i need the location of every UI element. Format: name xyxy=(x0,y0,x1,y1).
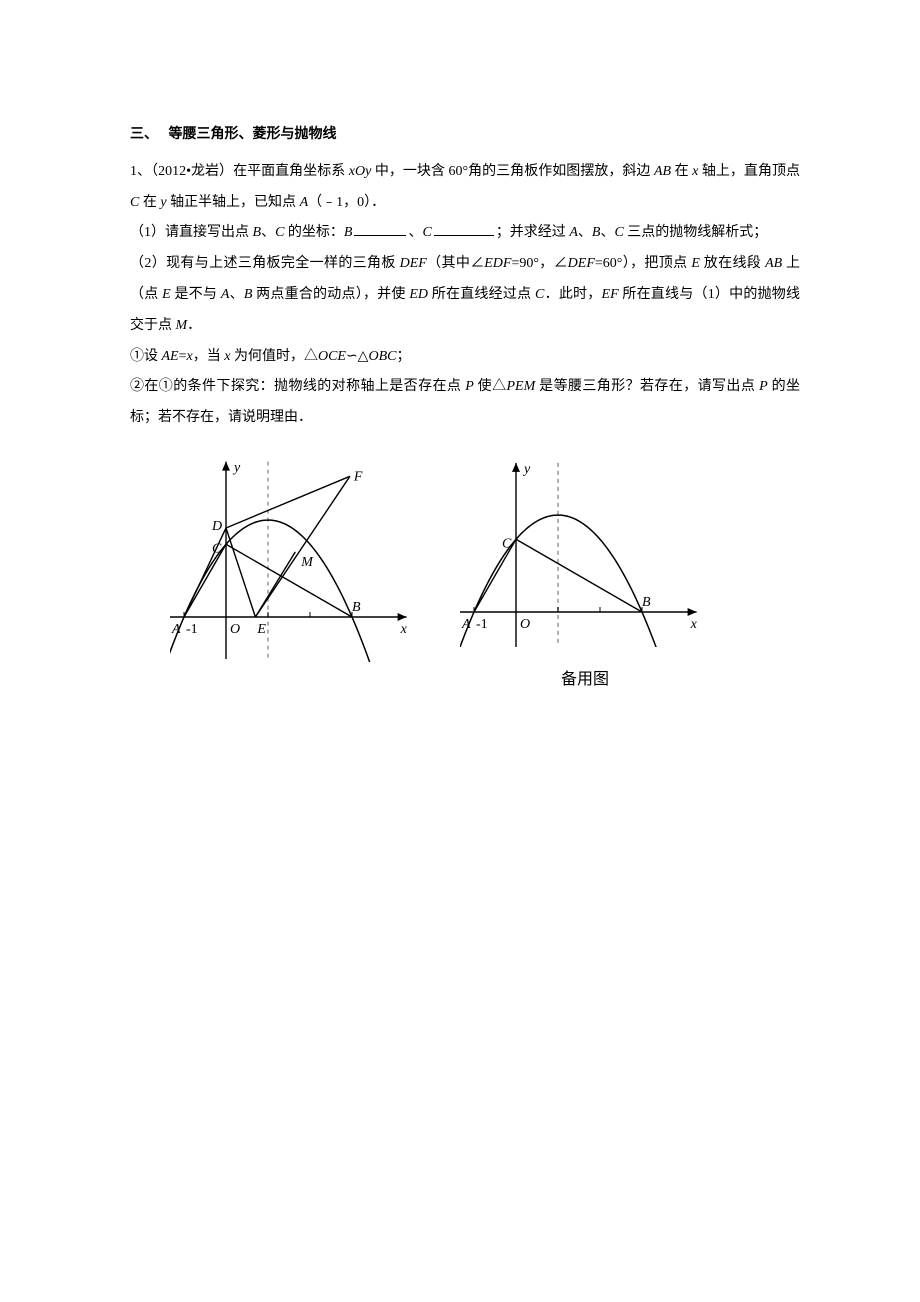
var-c: C xyxy=(535,287,544,302)
text: 在 xyxy=(139,195,160,210)
var-obc: OBC xyxy=(368,349,396,364)
section-heading: 三、 等腰三角形、菱形与抛物线 xyxy=(130,120,800,151)
figure-row: yxO-1ABCDEFM yxO-1ABC 备用图 xyxy=(130,452,800,697)
paragraph-4: ①设 AE=x，当 x 为何值时，△OCE∽△OBC； xyxy=(130,342,800,373)
var-p: P xyxy=(465,379,474,394)
text: （﹣1，0）． xyxy=(308,195,385,210)
text: 中，一块含 60°角的三角板作如图摆放，斜边 xyxy=(371,164,654,179)
text: 、 xyxy=(600,225,614,240)
text: ∽△ xyxy=(346,349,369,364)
svg-text:A: A xyxy=(171,622,181,637)
text: 是不与 xyxy=(171,287,221,302)
svg-text:y: y xyxy=(522,462,531,477)
blank-c xyxy=(434,223,494,237)
svg-text:B: B xyxy=(642,595,651,610)
var-c: C xyxy=(130,195,139,210)
text: 为何值时，△ xyxy=(230,349,318,364)
var-def: DEF xyxy=(400,256,427,271)
text: 在 xyxy=(671,164,692,179)
text: 、 xyxy=(229,287,243,302)
text: 使△ xyxy=(474,379,507,394)
svg-text:O: O xyxy=(230,622,240,637)
paragraph-3: （2）现有与上述三角板完全一样的三角板 DEF（其中∠EDF=90°，∠DEF=… xyxy=(130,249,800,341)
svg-text:F: F xyxy=(353,469,363,484)
figure-1-wrap: y x O -1 A B CD E F M xyxy=(170,452,420,697)
text: 1、（2012•龙岩）在平面直角坐标系 xyxy=(130,164,349,179)
svg-text:-1: -1 xyxy=(186,622,198,637)
text: 是等腰三角形？若存在，请写出点 xyxy=(535,379,759,394)
var-p: P xyxy=(759,379,768,394)
var-oce: OCE xyxy=(318,349,346,364)
svg-text:y: y xyxy=(232,461,241,476)
text: 、 xyxy=(408,225,422,240)
text: ①设 xyxy=(130,349,162,364)
svg-text:E: E xyxy=(256,622,266,637)
var-ef: EF xyxy=(602,287,619,302)
svg-text:A: A xyxy=(461,617,471,632)
figure-2: y x O -1 A B C xyxy=(460,452,710,647)
heading-title: 等腰三角形、菱形与抛物线 xyxy=(169,127,337,142)
svg-text:x: x xyxy=(400,622,408,637)
text: 两点重合的动点），并使 xyxy=(252,287,409,302)
svg-text:C: C xyxy=(212,541,222,556)
page: 三、 等腰三角形、菱形与抛物线 1、（2012•龙岩）在平面直角坐标系 xOy … xyxy=(0,0,920,757)
var-b: B xyxy=(253,225,262,240)
svg-text:C: C xyxy=(502,536,512,551)
svg-text:-1: -1 xyxy=(476,617,488,632)
figure-2-caption: 备用图 xyxy=(460,662,710,697)
var-xoy: xOy xyxy=(349,164,372,179)
var-edf: EDF xyxy=(484,256,511,271)
svg-text:M: M xyxy=(300,555,314,570)
text: =60°），把顶点 xyxy=(595,256,691,271)
text: 所在直线经过点 xyxy=(428,287,535,302)
text: ．此时， xyxy=(544,287,601,302)
text: ，当 xyxy=(193,349,225,364)
var-pem: PEM xyxy=(507,379,536,394)
text: 、 xyxy=(578,225,592,240)
var-ab: AB xyxy=(765,256,782,271)
var-b: B xyxy=(344,225,353,240)
svg-text:x: x xyxy=(690,617,698,632)
paragraph-2: （1）请直接写出点 B、C 的坐标：B、C；并求经过 A、B、C 三点的抛物线解… xyxy=(130,218,800,249)
paragraph-1: 1、（2012•龙岩）在平面直角坐标系 xOy 中，一块含 60°角的三角板作如… xyxy=(130,157,800,219)
var-m: M xyxy=(176,318,188,333)
text: ；并求经过 xyxy=(496,225,570,240)
figure-1: y x O -1 A B CD E F M xyxy=(170,452,420,662)
text: 的坐标： xyxy=(284,225,344,240)
text: 轴正半轴上，已知点 xyxy=(167,195,300,210)
text: 、 xyxy=(261,225,275,240)
var-c: C xyxy=(422,225,431,240)
paragraph-5: ②在①的条件下探究：抛物线的对称轴上是否存在点 P 使△PEM 是等腰三角形？若… xyxy=(130,372,800,434)
svg-text:O: O xyxy=(520,617,530,632)
var-c: C xyxy=(275,225,284,240)
var-a: A xyxy=(300,195,309,210)
text: ． xyxy=(187,318,201,333)
heading-number: 三、 xyxy=(130,120,165,151)
text: = xyxy=(179,349,187,364)
text: 三点的抛物线解析式； xyxy=(624,225,768,240)
text: 放在线段 xyxy=(700,256,765,271)
var-e: E xyxy=(162,287,171,302)
text: ； xyxy=(396,349,410,364)
figure-2-wrap: y x O -1 A B C 备用图 xyxy=(460,452,710,697)
var-e: E xyxy=(691,256,700,271)
var-ed: ED xyxy=(409,287,428,302)
text: （1）请直接写出点 xyxy=(130,225,253,240)
var-c: C xyxy=(614,225,623,240)
text: 轴上，直角顶点 xyxy=(698,164,800,179)
blank-b xyxy=(354,223,406,237)
text: =90°，∠ xyxy=(511,256,567,271)
svg-text:B: B xyxy=(352,600,361,615)
var-ae: AE xyxy=(162,349,179,364)
svg-text:D: D xyxy=(211,519,222,534)
text: ②在①的条件下探究：抛物线的对称轴上是否存在点 xyxy=(130,379,465,394)
var-ab: AB xyxy=(654,164,671,179)
var-a: A xyxy=(569,225,578,240)
text: （其中∠ xyxy=(427,256,484,271)
var-def: DEF xyxy=(568,256,595,271)
text: （2）现有与上述三角板完全一样的三角板 xyxy=(130,256,400,271)
